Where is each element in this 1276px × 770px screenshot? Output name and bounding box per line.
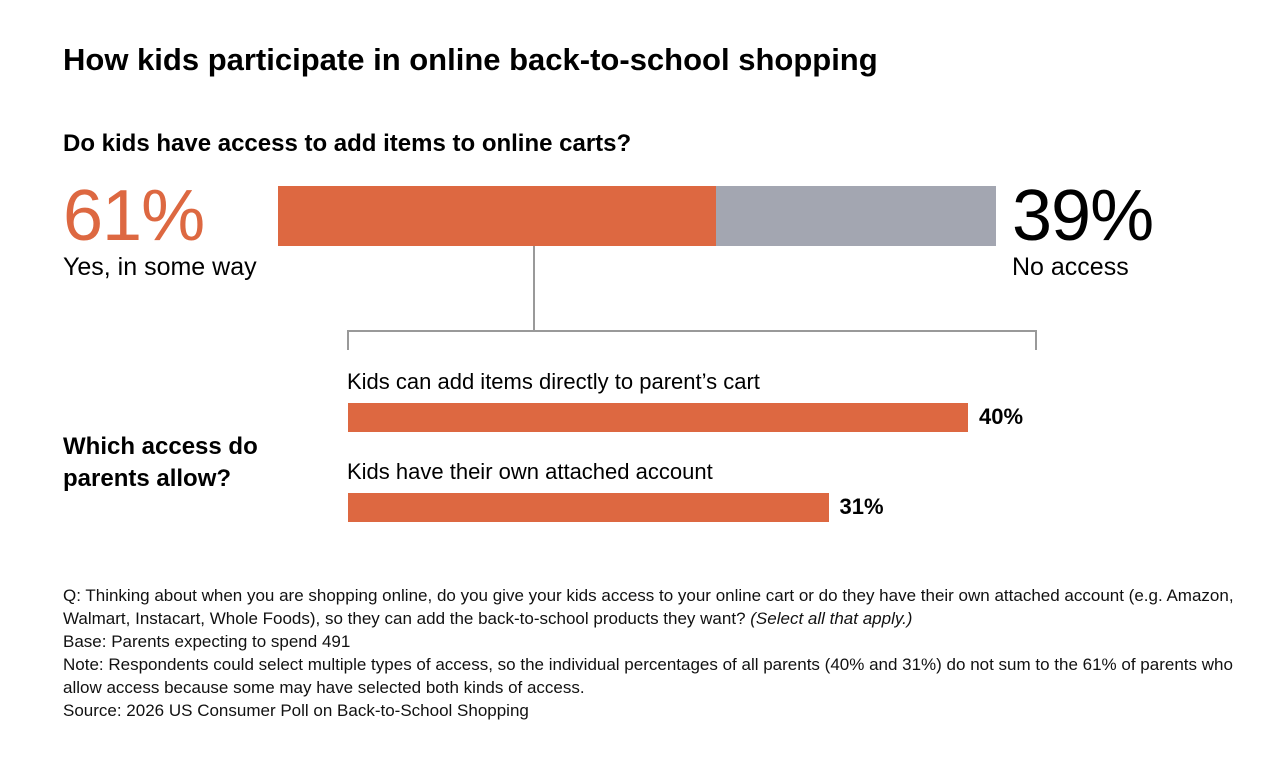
category-label: Kids have their own attached account <box>347 459 713 484</box>
bar <box>348 493 829 522</box>
note: Q: Thinking about when you are shopping … <box>63 584 1263 630</box>
note: Source: 2026 US Consumer Poll on Back-to… <box>63 701 529 720</box>
subtitle: Do kids have access to add items to onli… <box>63 130 632 157</box>
value-label: 61% <box>63 176 205 256</box>
bar <box>348 403 968 432</box>
value-label: 39% <box>1012 176 1154 256</box>
value-label: 31% <box>839 494 884 519</box>
connector <box>347 330 349 350</box>
legend-label: Yes, in some way <box>63 253 257 281</box>
title: How kids participate in online back-to-s… <box>63 42 878 77</box>
subtitle: Which access do parents allow? <box>63 433 258 492</box>
bar-segment <box>715 186 996 246</box>
category-label: Kids can add items directly to parent’s … <box>347 369 760 394</box>
connector <box>347 330 1037 332</box>
note: Note: Respondents could select multiple … <box>63 655 1233 697</box>
note: Base: Parents expecting to spend 491 <box>63 632 351 651</box>
value-label: 40% <box>979 404 1024 429</box>
note-text: Q: Thinking about when you are shopping … <box>63 586 1234 628</box>
legend-label: No access <box>1012 253 1129 281</box>
connector <box>533 246 535 331</box>
notes: Q: Thinking about when you are shopping … <box>63 584 1263 722</box>
connector <box>1035 330 1037 350</box>
bar-segment <box>278 186 716 246</box>
note-emphasis: (Select all that apply.) <box>750 609 913 628</box>
